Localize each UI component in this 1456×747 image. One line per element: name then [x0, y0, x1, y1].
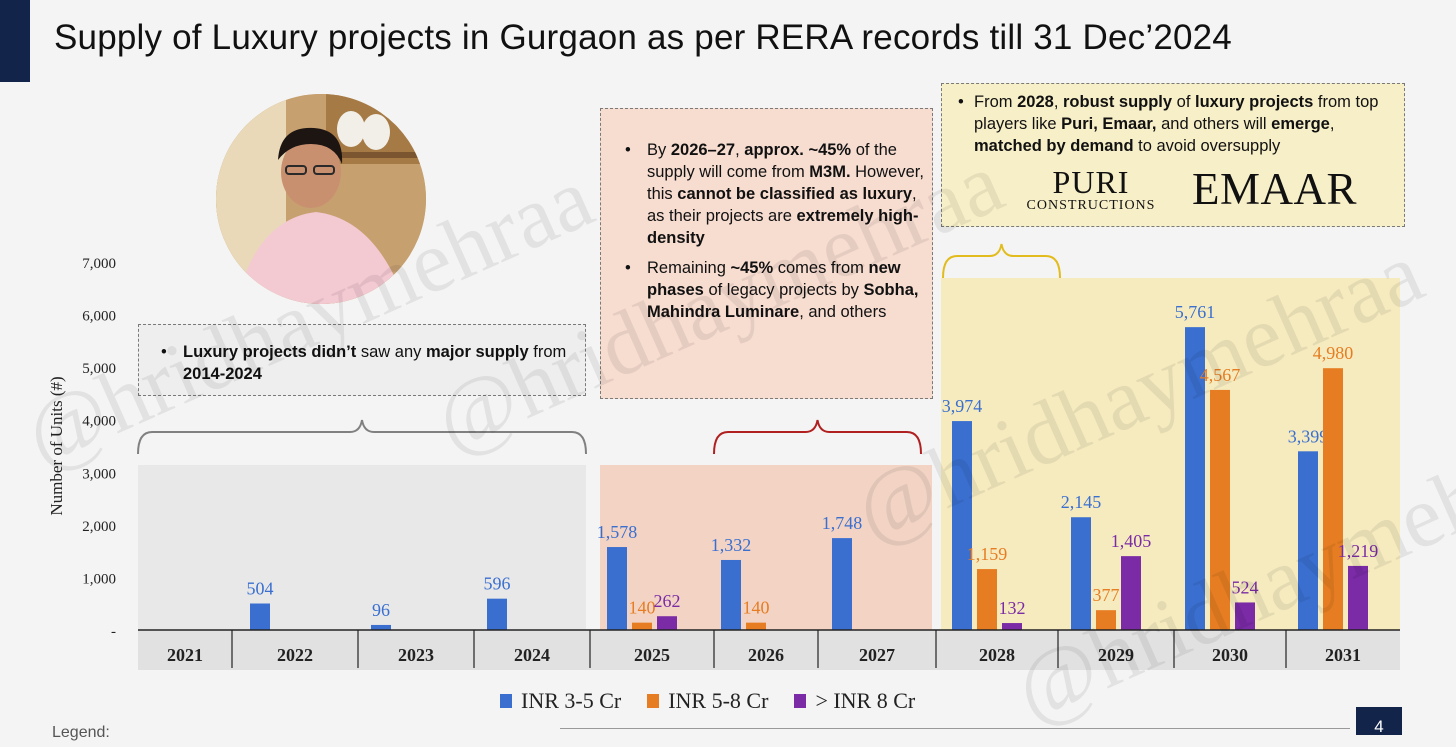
bar — [1323, 368, 1343, 630]
x-tick-label: 2026 — [748, 645, 784, 665]
data-label: 1,578 — [597, 522, 638, 542]
bar — [1298, 451, 1318, 630]
bar — [1002, 623, 1022, 630]
data-label: 140 — [629, 598, 656, 618]
bar — [1348, 565, 1368, 630]
x-tick-label: 2029 — [1098, 645, 1134, 665]
data-label: 1,219 — [1338, 541, 1379, 561]
x-tick-label: 2027 — [859, 645, 895, 665]
legend-item-inr-3-5: INR 3-5 Cr — [500, 688, 621, 714]
x-tick-label: 2031 — [1325, 645, 1361, 665]
bar — [607, 547, 627, 630]
bar — [721, 559, 741, 630]
y-tick-label: 1,000 — [82, 571, 116, 587]
data-label: 1,332 — [711, 535, 752, 555]
data-label: 132 — [999, 598, 1026, 618]
data-label: 5,761 — [1175, 302, 1216, 322]
x-tick-label: 2025 — [634, 645, 670, 665]
data-label: 140 — [743, 598, 770, 618]
x-tick-label: 2022 — [277, 645, 313, 665]
y-tick-label: 2,000 — [82, 519, 116, 535]
x-tick-label: 2021 — [167, 645, 203, 665]
bar — [746, 622, 766, 630]
brace-2028 — [942, 243, 1061, 279]
brace-2026-2027 — [713, 419, 922, 455]
data-label: 1,405 — [1111, 531, 1152, 551]
data-label: 3,974 — [942, 396, 983, 416]
callout-bullet: Luxury projects didn’t saw any major sup… — [149, 341, 575, 385]
bar — [832, 538, 852, 630]
legend-item-inr-8-plus: > INR 8 Cr — [794, 688, 915, 714]
legend-label: INR 3-5 Cr — [521, 688, 622, 713]
legend-label: INR 5-8 Cr — [668, 688, 769, 713]
presenter-avatar — [216, 94, 426, 304]
data-label: 3,399 — [1288, 426, 1329, 446]
corner-accent — [0, 0, 30, 82]
data-label: 262 — [654, 591, 681, 611]
legend-swatch-inr-8-plus — [794, 694, 807, 708]
x-tick-label: 2030 — [1212, 645, 1248, 665]
bar — [952, 421, 972, 630]
page-number: 4 — [1356, 707, 1402, 736]
legend-item-inr-5-8: INR 5-8 Cr — [647, 688, 768, 714]
callout-luxury-2014-2024: Luxury projects didn’t saw any major sup… — [138, 324, 586, 396]
chart-legend: INR 3-5 Cr INR 5-8 Cr > INR 8 Cr — [500, 688, 915, 714]
data-label: 596 — [484, 574, 511, 594]
page-title: Supply of Luxury projects in Gurgaon as … — [54, 18, 1232, 57]
x-tick-label: 2024 — [514, 645, 550, 665]
bar — [250, 603, 270, 630]
bar — [632, 622, 652, 630]
y-axis-title: Number of Units (#) — [47, 376, 66, 515]
bar — [977, 569, 997, 630]
footer-legend-label: Legend: — [52, 724, 110, 741]
legend-swatch-inr-3-5 — [500, 694, 512, 708]
bar — [371, 624, 391, 630]
x-tick-label: 2028 — [979, 645, 1015, 665]
callout-bullet: By 2026–27, approx. ~45% of the supply w… — [613, 139, 924, 249]
y-tick-label: 4,000 — [82, 414, 116, 430]
y-tick-label: 6,000 — [82, 309, 116, 325]
bar — [1121, 556, 1141, 630]
y-tick-label: 3,000 — [82, 466, 116, 482]
data-label: 2,145 — [1061, 492, 1102, 512]
legend-swatch-inr-5-8 — [647, 694, 660, 708]
bar — [1185, 327, 1205, 630]
puri-constructions-logo: PURI CONSTRUCTIONS — [1026, 164, 1156, 213]
data-label: 377 — [1093, 585, 1120, 605]
callout-2028-onwards: From 2028, robust supply of luxury proje… — [941, 83, 1405, 227]
callout-2026-2027: By 2026–27, approx. ~45% of the supply w… — [600, 108, 933, 399]
brace-2021-2024 — [137, 419, 587, 455]
y-tick-label: 5,000 — [82, 361, 116, 377]
emaar-logo: EMAAR — [1192, 164, 1358, 214]
x-tick-label: 2023 — [398, 645, 434, 665]
bar — [1096, 610, 1116, 630]
bar — [487, 598, 507, 630]
bar — [657, 616, 677, 630]
data-label: 96 — [372, 600, 390, 620]
y-tick-label: 7,000 — [82, 256, 116, 272]
y-tick-label: - — [111, 624, 116, 640]
bar — [1210, 389, 1230, 630]
data-label: 1,748 — [822, 513, 863, 533]
data-label: 4,980 — [1313, 343, 1354, 363]
data-label: 524 — [1232, 577, 1259, 597]
legend-label: > INR 8 Cr — [815, 688, 916, 713]
data-label: 504 — [247, 579, 274, 599]
callout-bullet: From 2028, robust supply of luxury proje… — [948, 91, 1394, 157]
data-label: 1,159 — [967, 544, 1008, 564]
data-label: 4,567 — [1200, 365, 1241, 385]
callout-bullet: Remaining ~45% comes from new phases of … — [613, 257, 924, 323]
bar — [1071, 517, 1091, 630]
bar — [1235, 602, 1255, 630]
x-axis-band — [138, 630, 1400, 670]
footer-divider — [560, 728, 1350, 729]
